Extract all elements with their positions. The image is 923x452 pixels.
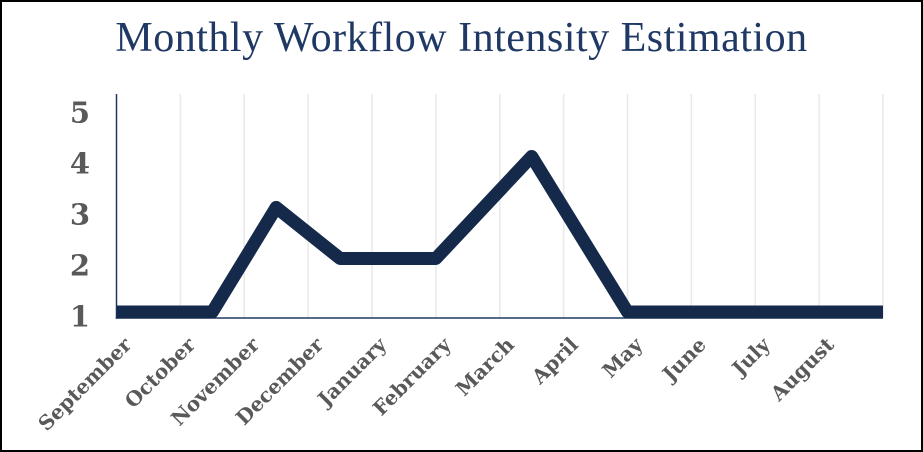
chart-title: Monthly Workflow Intensity Estimation	[115, 15, 808, 61]
y-axis-label: 3	[69, 197, 90, 232]
y-axis-label: 5	[69, 95, 90, 130]
data-line	[116, 149, 883, 319]
y-axis-label: 2	[69, 248, 90, 283]
y-axis-label: 1	[69, 299, 90, 334]
y-axis-label: 4	[69, 146, 90, 181]
